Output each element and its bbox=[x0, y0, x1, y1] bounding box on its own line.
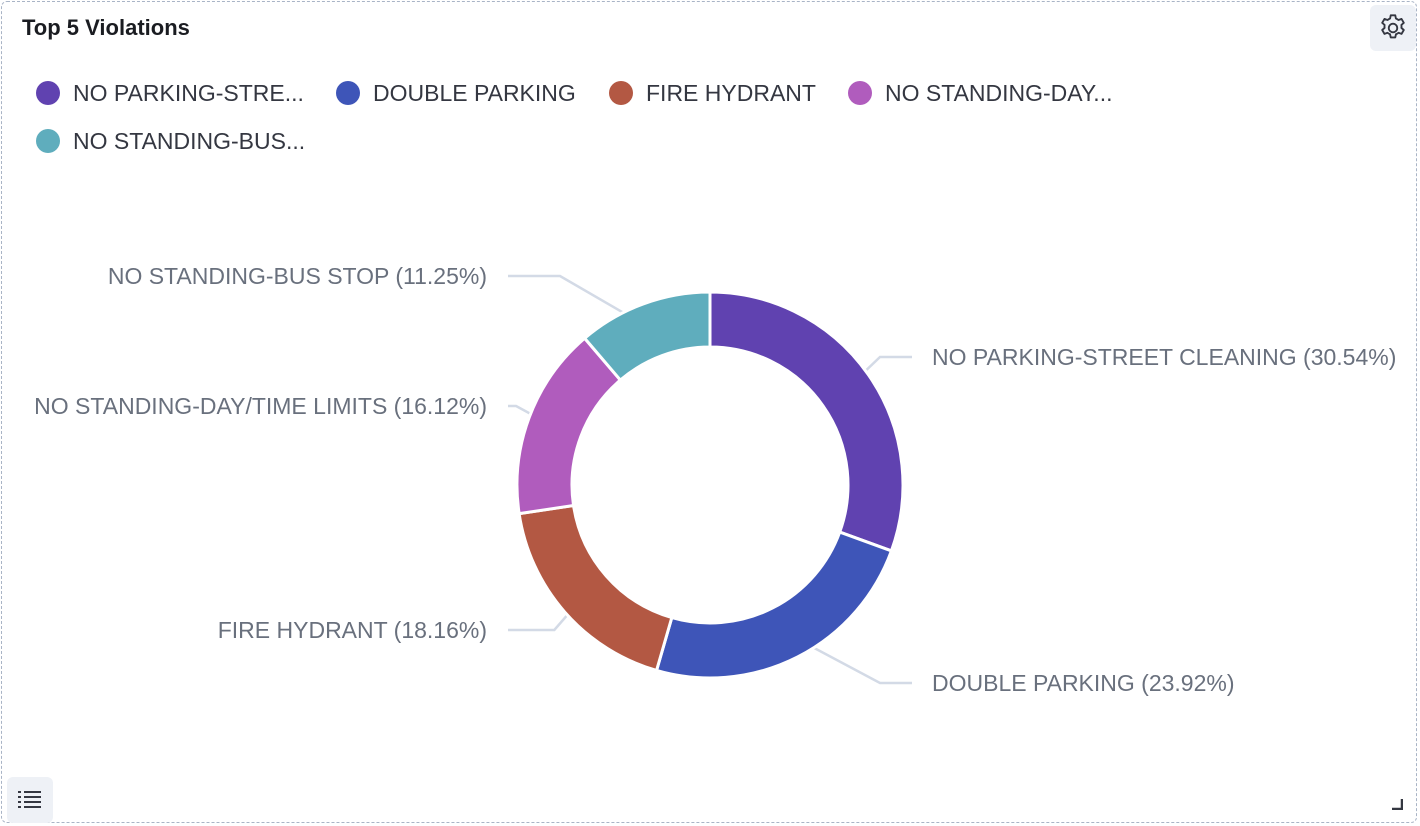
list-icon bbox=[18, 791, 41, 808]
settings-button[interactable] bbox=[1370, 5, 1416, 51]
donut-slice[interactable] bbox=[708, 290, 905, 553]
legend-label: NO STANDING-BUS... bbox=[73, 127, 306, 154]
panel-title: Top 5 Violations bbox=[22, 15, 190, 40]
slice-label: DOUBLE PARKING (23.92%) bbox=[932, 670, 1235, 696]
resize-handle-icon[interactable] bbox=[1391, 798, 1403, 810]
legend-label: NO STANDING-DAY... bbox=[885, 79, 1113, 106]
donut-slice[interactable] bbox=[515, 336, 623, 516]
leader-line bbox=[784, 631, 912, 685]
slice-label: NO PARKING-STREET CLEANING (30.54%) bbox=[932, 344, 1396, 370]
legend-label: DOUBLE PARKING bbox=[373, 79, 576, 106]
slice-label: NO STANDING-BUS STOP (11.25%) bbox=[108, 263, 487, 289]
legend-item-no-standing-day-time-limits[interactable]: NO STANDING-DAY... bbox=[848, 76, 1112, 110]
legend-swatch bbox=[336, 81, 360, 105]
legend-swatch bbox=[36, 129, 60, 153]
donut-slices bbox=[515, 290, 905, 680]
slice-labels: NO PARKING-STREET CLEANING (30.54%) DOUBL… bbox=[34, 263, 1396, 696]
legend-swatch bbox=[36, 81, 60, 105]
legend-item-double-parking[interactable]: DOUBLE PARKING bbox=[336, 76, 576, 110]
legend-label: FIRE HYDRANT bbox=[646, 79, 816, 106]
legend-item-no-standing-bus-stop[interactable]: NO STANDING-BUS... bbox=[36, 124, 305, 158]
legend-item-fire-hydrant[interactable]: FIRE HYDRANT bbox=[609, 76, 816, 110]
legend-label: NO PARKING-STRE... bbox=[73, 79, 304, 106]
donut-slice[interactable] bbox=[582, 290, 712, 383]
slice-label: FIRE HYDRANT (18.16%) bbox=[218, 617, 487, 643]
gear-icon bbox=[1381, 14, 1405, 39]
slice-label: NO STANDING-DAY/TIME LIMITS (16.12%) bbox=[34, 393, 487, 419]
legend-swatch bbox=[609, 81, 633, 105]
donut-slice[interactable] bbox=[654, 530, 894, 680]
donut-slice[interactable] bbox=[517, 503, 674, 673]
legend-swatch bbox=[848, 81, 872, 105]
legend-item-no-parking-street-cleaning[interactable]: NO PARKING-STRE... bbox=[36, 76, 304, 110]
legend-toggle-button[interactable] bbox=[7, 777, 53, 823]
